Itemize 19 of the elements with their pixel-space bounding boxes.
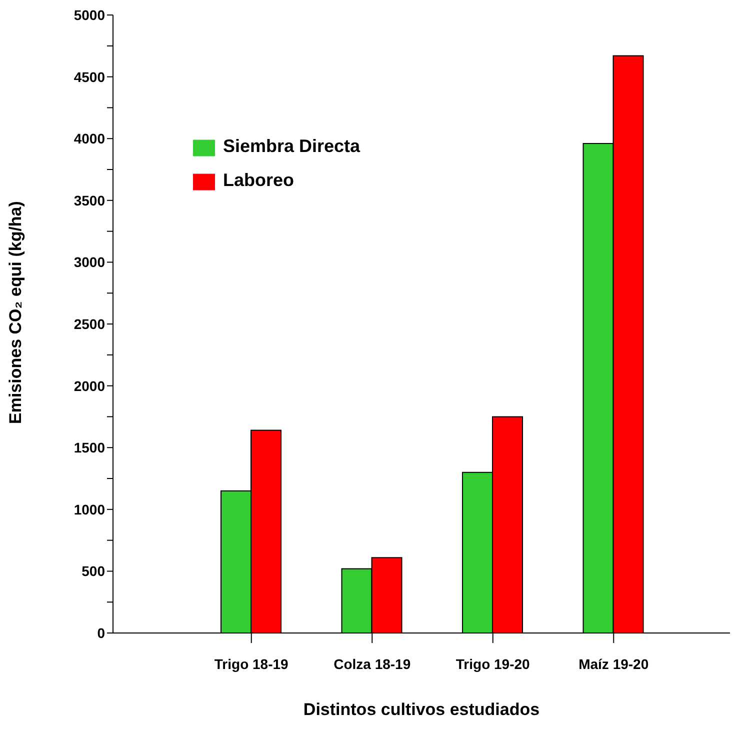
x-axis-title: Distintos cultivos estudiados [303,700,540,719]
y-axis-title: Emisiones CO₂ equi (kg/ha) [6,201,26,424]
y-tick-label: 2000 [74,378,106,394]
y-tick-label: 5000 [74,6,106,23]
x-tick-label: Maíz 19-20 [578,656,649,672]
y-tick-label: 1500 [74,440,106,456]
x-tick-label: Trigo 18-19 [214,656,289,672]
y-tick-label: 4000 [74,130,106,147]
y-tick-label: 500 [82,563,106,580]
legend-label: Laboreo [223,170,294,190]
x-tick-label: Colza 18-19 [334,656,411,672]
y-tick-label: 4500 [74,68,106,85]
x-tick-label: Trigo 19-20 [456,656,530,672]
y-tick-label: 1000 [74,501,106,518]
y-tick-label: 3500 [74,192,106,208]
y-tick-label: 0 [97,624,106,641]
legend-label: Siembra Directa [223,136,360,156]
y-tick-label: 2500 [74,316,106,332]
y-tick-label: 3000 [74,254,106,270]
